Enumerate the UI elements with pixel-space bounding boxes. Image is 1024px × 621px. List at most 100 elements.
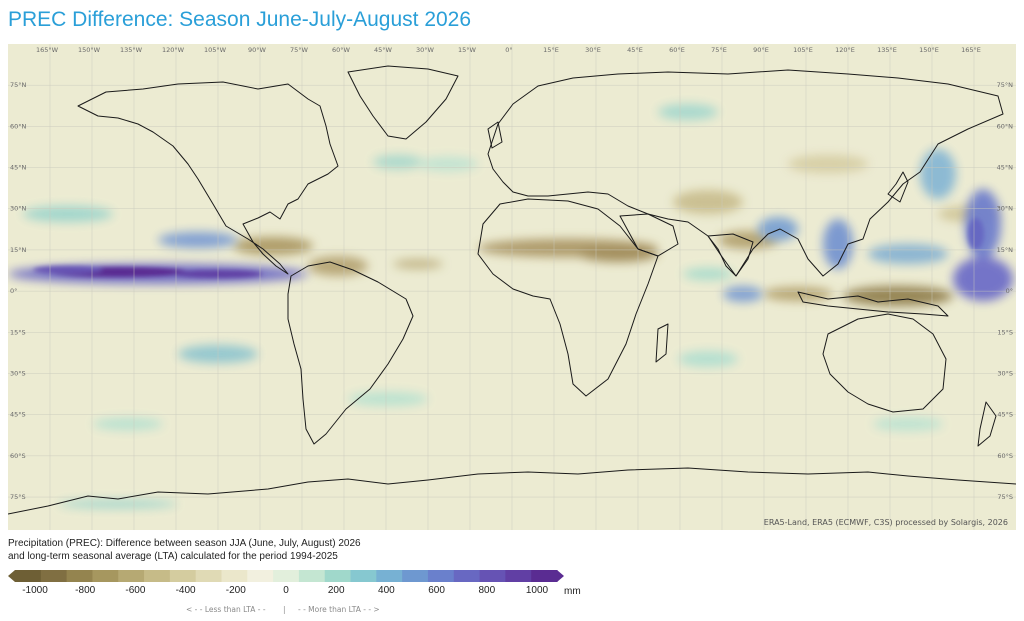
graticule xyxy=(8,44,1016,530)
data-credit: ERA5-Land, ERA5 (ECMWF, C3S) processed b… xyxy=(764,518,1008,527)
legend-tick-label: 0 xyxy=(283,585,289,596)
latitude-label: 60°N xyxy=(997,122,1014,130)
madagascar-outline xyxy=(655,323,669,363)
legend-swatch xyxy=(118,570,145,582)
arabia-outline xyxy=(619,213,679,257)
legend-swatch xyxy=(453,570,481,582)
latitude-label: 15°S xyxy=(10,328,26,336)
map-description: Precipitation (PREC): Difference between… xyxy=(8,537,361,563)
legend-arrow-left xyxy=(8,570,15,582)
latitude-label: 15°N xyxy=(10,246,27,254)
eurasia-outline xyxy=(487,69,1004,277)
legend-swatch xyxy=(479,570,506,582)
latitude-label: 60°N xyxy=(10,122,27,130)
longitude-label: 120°W xyxy=(162,46,185,54)
longitude-label: 90°W xyxy=(248,46,267,54)
legend-tick-labels: -1000 -800 -600 -400 -200 0 200 400 600 800 1000 xyxy=(0,585,1024,601)
latitude-label: 45°S xyxy=(997,411,1013,419)
longitude-label: 45°E xyxy=(627,46,643,54)
latitude-label: 45°N xyxy=(997,164,1014,172)
legend-swatch xyxy=(15,570,42,582)
legend-arrow-right xyxy=(557,570,564,582)
longitude-label: 135°E xyxy=(877,46,897,54)
legend-swatch xyxy=(298,570,326,582)
longitude-label: 90°E xyxy=(753,46,769,54)
legend-tick-label: 200 xyxy=(327,585,345,596)
latitude-labels: 75°N 75°N 60°N 60°N 45°N 45°N 30°N 30°N 15°N 15°N… xyxy=(10,81,1013,501)
longitude-label: 75°W xyxy=(290,46,309,54)
latitude-label: 60°S xyxy=(10,452,26,460)
antarctica-outline xyxy=(8,467,1016,515)
description-line-1: Precipitation (PREC): Difference between… xyxy=(8,538,361,549)
latitude-label: 75°S xyxy=(997,493,1013,501)
legend-swatch xyxy=(40,570,68,582)
latitude-label: 30°N xyxy=(10,205,27,213)
latitude-label: 30°S xyxy=(997,369,1013,377)
legend-swatch xyxy=(427,570,455,582)
latitude-label: 0° xyxy=(1006,287,1013,295)
latitude-label: 75°N xyxy=(997,81,1014,89)
legend-separator: | xyxy=(283,605,286,614)
latitude-label: 15°N xyxy=(997,246,1014,254)
new-zealand-outline xyxy=(977,401,997,447)
indonesia-outline xyxy=(797,291,949,317)
page-title: PREC Difference: Season June-July-August… xyxy=(8,8,472,31)
legend-swatch xyxy=(195,570,222,582)
legend-swatch xyxy=(144,570,171,582)
legend-tick-label: 400 xyxy=(378,585,395,596)
description-line-2: and long-term seasonal average (LTA) cal… xyxy=(8,551,338,562)
legend-swatch xyxy=(324,570,352,582)
legend-less-hint: < - - Less than LTA - - xyxy=(186,605,266,614)
japan-outline xyxy=(887,171,909,203)
longitude-label: 150°W xyxy=(78,46,101,54)
greenland-outline xyxy=(347,65,459,140)
africa-outline xyxy=(477,198,659,397)
longitude-label: 135°W xyxy=(120,46,143,54)
legend-tick-label: 800 xyxy=(478,585,496,596)
legend-tick-label: -200 xyxy=(225,585,246,596)
legend-tick-label: 1000 xyxy=(525,585,549,596)
longitude-label: 120°E xyxy=(835,46,855,54)
longitude-label: 150°E xyxy=(919,46,939,54)
longitude-label: 15°E xyxy=(543,46,559,54)
south-america-outline xyxy=(287,261,414,445)
latitude-label: 30°N xyxy=(997,205,1014,213)
longitude-labels: 165°W 150°W 135°W 120°W 105°W 90°W 75°W 60°W 45°… xyxy=(36,46,981,54)
longitude-label: 105°E xyxy=(793,46,813,54)
latitude-label: 45°S xyxy=(10,411,26,419)
legend-swatch xyxy=(169,570,197,582)
legend-swatch xyxy=(531,570,558,582)
latitude-label: 15°S xyxy=(997,328,1013,336)
longitude-label: 15°W xyxy=(458,46,477,54)
legend-swatch xyxy=(402,570,429,582)
longitude-label: 75°E xyxy=(711,46,727,54)
legend-swatch xyxy=(92,570,119,582)
india-outline xyxy=(707,233,754,277)
legend-swatch xyxy=(350,570,377,582)
legend-more-hint: - - More than LTA - - > xyxy=(298,605,380,614)
map-panel[interactable]: 165°W 150°W 135°W 120°W 105°W 90°W 75°W 60°W 45°… xyxy=(8,44,1016,530)
longitude-label: 105°W xyxy=(204,46,227,54)
north-america-outline xyxy=(77,81,339,275)
legend-swatch xyxy=(376,570,403,582)
british-isles-outline xyxy=(487,121,503,149)
legend-unit: mm xyxy=(564,586,581,597)
legend-tick-label: -1000 xyxy=(22,585,48,596)
precipitation-map[interactable]: 165°W 150°W 135°W 120°W 105°W 90°W 75°W 60°W 45°… xyxy=(8,44,1016,530)
latitude-label: 30°S xyxy=(10,369,26,377)
legend-swatch xyxy=(247,570,274,582)
longitude-label: 165°E xyxy=(961,46,981,54)
legend-tick-label: 600 xyxy=(428,585,445,596)
longitude-label: 60°W xyxy=(332,46,351,54)
longitude-label: 0° xyxy=(505,46,512,54)
australia-outline xyxy=(822,313,947,413)
legend-swatch xyxy=(66,570,93,582)
longitude-label: 165°W xyxy=(36,46,59,54)
legend-swatch xyxy=(505,570,532,582)
longitude-label: 60°E xyxy=(669,46,685,54)
legend-tick-label: -400 xyxy=(175,585,196,596)
legend-swatch xyxy=(273,570,300,582)
coastlines xyxy=(8,65,1016,515)
legend-tick-label: -600 xyxy=(125,585,146,596)
legend-colorbar xyxy=(8,570,564,582)
